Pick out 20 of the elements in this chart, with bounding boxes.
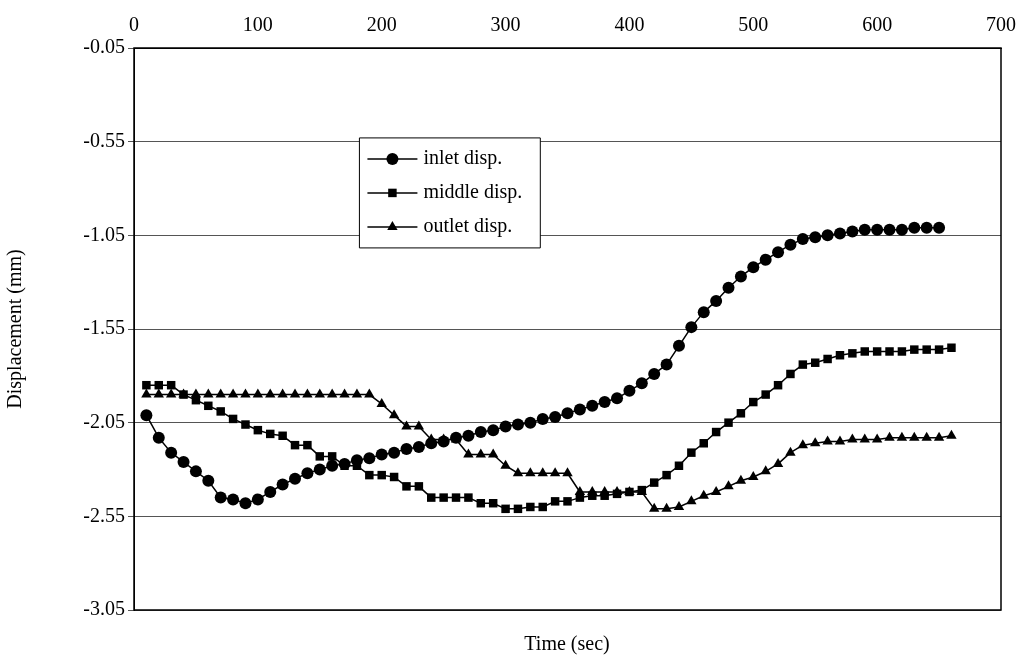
y-tick-label: -0.05 (83, 35, 125, 58)
x-axis-title: Time (sec) (523, 632, 611, 655)
y-tick-label: -0.55 (83, 128, 125, 151)
x-tick-label: 200 (366, 13, 397, 36)
x-tick-label: 500 (738, 13, 769, 36)
y-axis-title: Displacement (mm) (3, 249, 27, 409)
x-tick-label: 0 (129, 13, 139, 36)
y-tick-label: -1.05 (83, 222, 125, 245)
x-tick-label: 600 (862, 13, 893, 36)
x-tick-label: 700 (986, 13, 1016, 36)
legend-label: middle disp. (423, 180, 523, 204)
x-tick-label: 400 (614, 13, 645, 36)
legend-label: inlet disp. (423, 146, 503, 170)
y-tick-label: -2.05 (83, 409, 125, 432)
x-tick-label: 100 (242, 13, 273, 36)
y-tick-label: -1.55 (83, 316, 125, 339)
y-tick-label: -2.55 (83, 503, 125, 526)
y-tick-label: -3.05 (83, 597, 125, 620)
legend-label: outlet disp. (423, 214, 513, 238)
x-tick-label: 300 (490, 13, 521, 36)
